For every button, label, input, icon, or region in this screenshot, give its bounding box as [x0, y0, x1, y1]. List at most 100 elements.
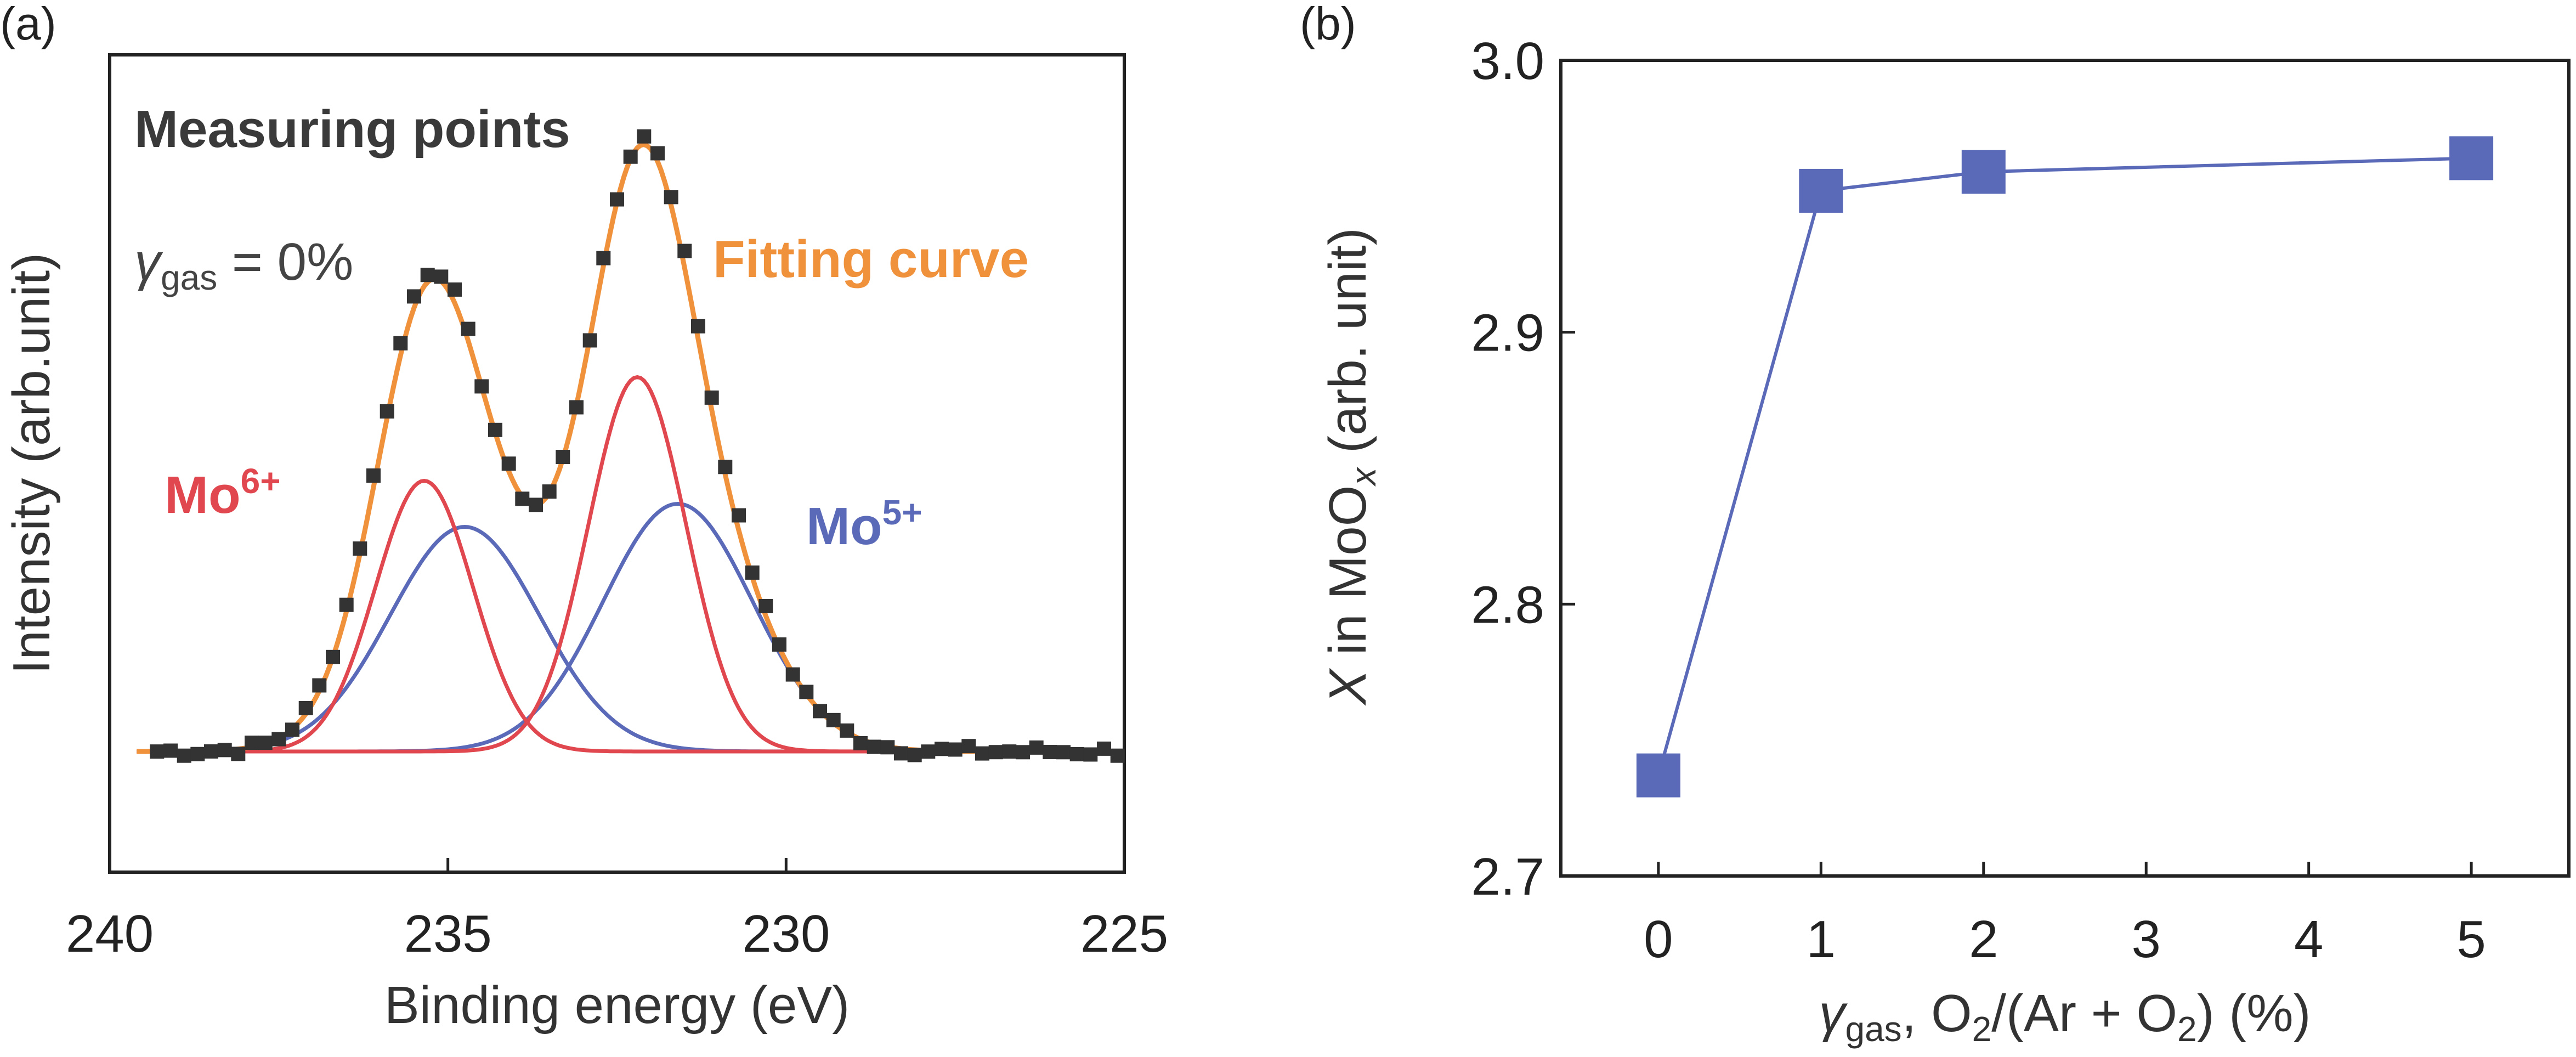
measuring-point — [745, 565, 760, 580]
measuring-point — [501, 456, 516, 471]
measuring-point — [691, 319, 705, 334]
measuring-point — [434, 269, 449, 284]
measuring-point — [596, 251, 611, 265]
measuring-point — [1110, 748, 1125, 763]
panel-a-y-axis-label: Intensity (arb.unit) — [2, 253, 61, 674]
panel-a-measuring-points — [150, 129, 1125, 763]
measuring-point — [623, 149, 638, 164]
measuring-point — [1016, 745, 1030, 760]
measuring-point — [894, 746, 908, 761]
panel-a-x-tick-label: 225 — [1080, 905, 1168, 963]
annotation-fitting-curve: Fitting curve — [713, 230, 1029, 289]
panel-b-data-point — [2449, 136, 2494, 180]
panel-a-x-ticks: 240 235 230 225 — [66, 858, 1168, 963]
measuring-point — [474, 379, 489, 394]
measuring-point — [610, 192, 624, 207]
measuring-point — [799, 685, 814, 699]
panel-b-y-tick-label: 2.7 — [1471, 847, 1544, 906]
measuring-point — [529, 498, 543, 512]
measuring-point — [163, 743, 178, 758]
measuring-point — [231, 747, 246, 761]
measuring-point — [407, 289, 421, 304]
measuring-point — [718, 460, 733, 474]
measuring-point — [1029, 740, 1044, 755]
mo5-component-curve — [137, 524, 1124, 754]
panel-a-x-tick-label: 235 — [404, 905, 492, 963]
panel-a-x-tick-label: 230 — [742, 905, 830, 963]
mo6-base: Mo — [165, 466, 241, 524]
gamma-value: = 0% — [217, 233, 353, 291]
measuring-point — [488, 422, 502, 437]
measuring-point — [150, 744, 165, 759]
measuring-point — [204, 744, 218, 759]
annotation-measuring-points: Measuring points — [134, 100, 570, 159]
measuring-point — [853, 736, 868, 750]
measuring-point — [420, 268, 435, 282]
measuring-point — [1083, 747, 1098, 762]
measuring-point — [921, 744, 936, 759]
measuring-point — [312, 678, 327, 693]
measuring-point — [569, 400, 584, 415]
measuring-point — [772, 637, 786, 652]
panel-b-data-point — [1636, 753, 1680, 798]
panel-a: (a) 240 235 230 225 Binding energy (eV) Int… — [0, 0, 1168, 1035]
measuring-point — [245, 736, 259, 750]
measuring-point — [813, 704, 827, 719]
measuring-point — [677, 244, 692, 258]
measuring-point — [366, 468, 381, 483]
mo6-superscript: 6+ — [241, 461, 281, 501]
panel-b-y-tick-label: 3.0 — [1471, 32, 1544, 91]
measuring-point — [758, 599, 773, 613]
measuring-point — [339, 597, 354, 612]
measuring-point — [1056, 745, 1071, 760]
gamma-subscript: gas — [161, 258, 217, 297]
measuring-point — [867, 739, 881, 754]
measuring-point — [461, 321, 475, 336]
measuring-point — [582, 333, 597, 348]
measuring-point — [353, 541, 367, 556]
measuring-point — [785, 667, 800, 682]
panel-b-frame — [1559, 59, 2571, 878]
panel-b-x-tick-label: 0 — [1644, 910, 1673, 969]
measuring-point — [961, 739, 976, 754]
panel-b-y-axis-label: X in MoOx (arb. unit) — [1318, 228, 1383, 706]
panel-b-x-tick-label: 3 — [2132, 910, 2161, 969]
panel-b-x-axis-label: γgas, O2/(Ar + O2) (%) — [1819, 984, 2311, 1049]
measuring-point — [1002, 744, 1017, 759]
mo5-component-curve — [137, 501, 1124, 754]
measuring-point — [988, 745, 1003, 760]
measuring-point — [190, 747, 205, 761]
panel-b-x-tick-label: 4 — [2294, 910, 2323, 969]
measuring-point — [704, 390, 719, 405]
measuring-point — [1043, 745, 1057, 759]
measuring-point — [826, 713, 841, 727]
panel-a-label: (a) — [0, 0, 56, 49]
measuring-point — [664, 190, 678, 205]
panel-b-series — [1636, 136, 2494, 798]
panel-a-frame — [108, 53, 1126, 874]
measuring-point — [880, 740, 895, 755]
panel-b: (b) 0 1 2 3 4 5 2.7 2.8 2.9 3.0 γgas, O2/(Ar + O2… — [1300, 0, 2571, 1049]
panel-a-x-tick-label: 240 — [66, 905, 154, 963]
measuring-point — [637, 129, 652, 144]
measuring-point — [271, 732, 286, 747]
measuring-point — [285, 722, 299, 737]
panel-b-x-tick-label: 1 — [1807, 910, 1836, 969]
measuring-point — [556, 450, 570, 464]
mo5-superscript: 5+ — [882, 493, 922, 532]
panel-a-x-axis-label: Binding energy (eV) — [384, 976, 850, 1035]
panel-b-x-tick-label: 5 — [2456, 910, 2486, 969]
panel-b-y-tick-label: 2.8 — [1471, 575, 1544, 634]
measuring-point — [448, 282, 462, 297]
measuring-point — [650, 146, 665, 161]
measuring-point — [298, 701, 313, 715]
measuring-point — [515, 491, 530, 506]
panel-b-label: (b) — [1300, 0, 1356, 49]
panel-b-x-tick-label: 2 — [1969, 910, 1998, 969]
measuring-point — [393, 336, 408, 351]
measuring-point — [948, 742, 963, 757]
panel-b-ticks: 0 1 2 3 4 5 2.7 2.8 2.9 3.0 — [1471, 32, 2486, 969]
panel-b-y-tick-label: 2.9 — [1471, 304, 1544, 363]
panel-b-series-line — [1657, 156, 2472, 776]
